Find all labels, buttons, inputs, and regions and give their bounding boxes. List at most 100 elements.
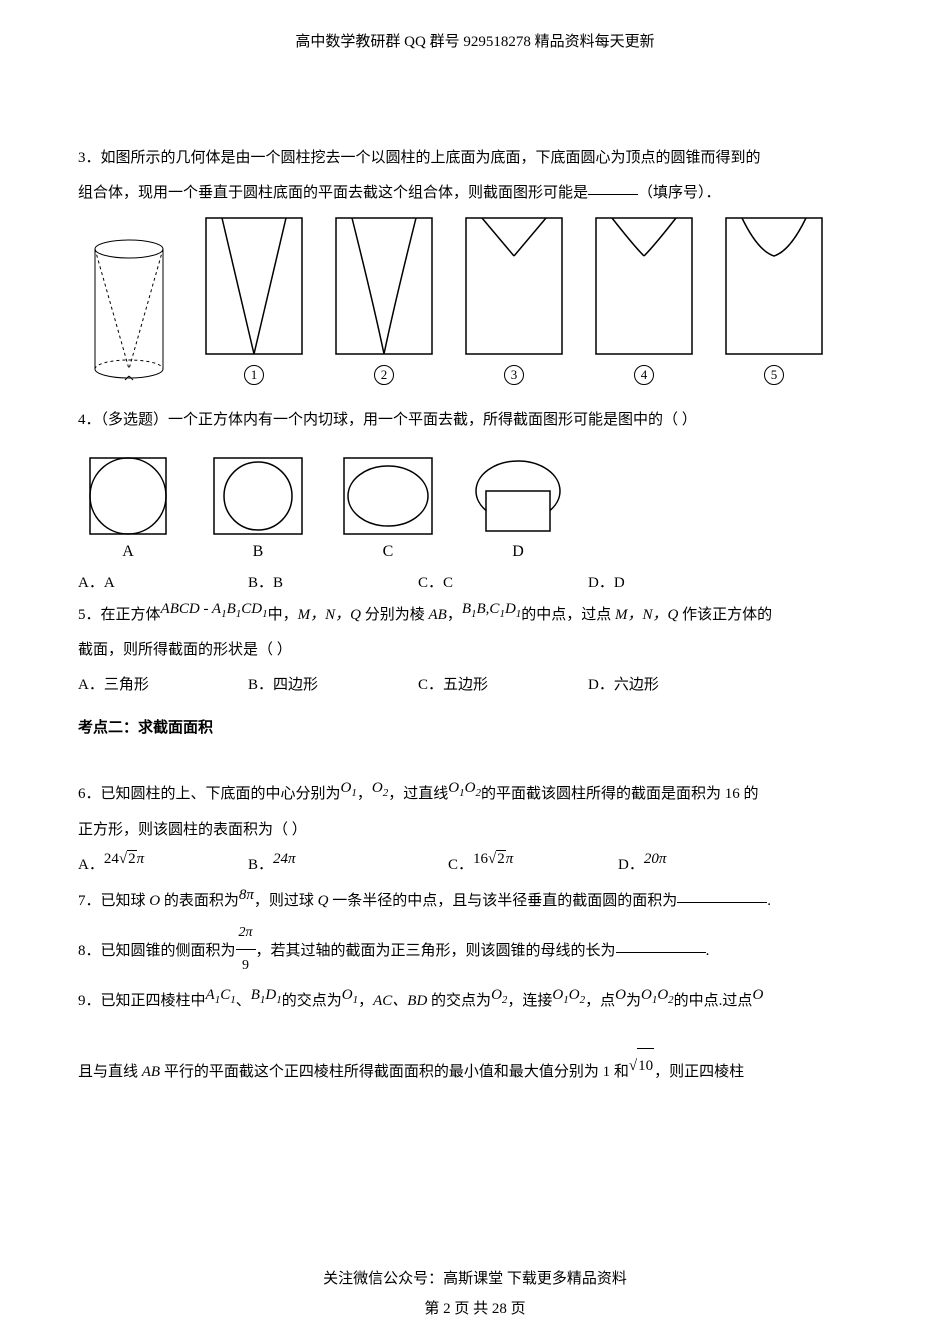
q8-num: 8． (78, 943, 101, 959)
q3-label-2: 2 (374, 365, 394, 385)
q9-mid4: ，连接 (507, 993, 552, 1009)
question-9: 9．已知正四棱柱中A1C1、B1D1的交点为O1，AC、BD 的交点为O2，连接… (78, 984, 872, 1089)
q5-mid5: 作该正方体的 (678, 607, 772, 623)
q4-letter-c: C (338, 543, 438, 561)
q4-opt-d: D．D (588, 571, 625, 592)
q7-mid1: 的表面积为 (160, 893, 239, 909)
q9-o2sub: 2 (502, 994, 508, 1006)
q3-label-4: 4 (634, 365, 654, 385)
q9-l2pre: 且与直线 (78, 1064, 142, 1080)
q6-opt-d: D．20π (618, 853, 666, 874)
q6-sep1: ， (357, 786, 372, 802)
q6-opt-b: B．24π (248, 853, 448, 874)
q6-o2: O (372, 780, 383, 796)
q5-sub3: 1 (262, 608, 268, 620)
q9-d1sub: 1 (276, 994, 282, 1006)
q9-d1: D (265, 987, 276, 1003)
q3-panel-3 (464, 216, 564, 356)
question-6: 6．已知圆柱的上、下底面的中心分别为O1，O2，过直线O1O2的平面截该圆柱所得… (78, 777, 872, 847)
question-8: 8．已知圆锥的侧面积为2π9，若其过轴的截面为正三角形，则该圆锥的母线的长为. (78, 919, 872, 984)
q9-oob2: O (657, 987, 668, 1003)
q3-num: 3． (78, 150, 101, 166)
q4-opt-a: A．A (78, 571, 248, 592)
q6-oo2: O (465, 780, 476, 796)
q9-mid3: 的交点为 (427, 993, 491, 1009)
q9-mid2: ， (358, 993, 373, 1009)
q9-oo2: O (569, 987, 580, 1003)
q6-oo: O (448, 780, 459, 796)
q6-options: A．24√2π B．24π C．16√2π D．20π (78, 853, 872, 874)
q4-panel-b (208, 456, 308, 536)
q9-mid6: 为 (626, 993, 641, 1009)
q6-o1: O (341, 780, 352, 796)
q3-panel-2 (334, 216, 434, 356)
page-header: 高中数学教研群 QQ 群号 929518278 精品资料每天更新 (78, 30, 872, 51)
q7-mid2: ，则过球 (254, 893, 318, 909)
q6-opt-c: C．16√2π (448, 853, 618, 874)
q9-pre: 已知正四棱柱中 (101, 993, 206, 1009)
q8-suffix: . (706, 943, 710, 959)
q9-mid5: ，点 (585, 993, 615, 1009)
q4-text: （多选题）一个正方体内有一个内切球，用一个平面去截，所得截面图形可能是图中的（ … (101, 412, 697, 428)
q7-suffix: . (767, 893, 771, 909)
q4-letter-a: A (78, 543, 178, 561)
q4-letter-b: B (208, 543, 308, 561)
q5-cube: ABCD - A (161, 601, 222, 617)
q9-mid1: 的交点为 (282, 993, 342, 1009)
question-4: 4．（多选题）一个正方体内有一个内切球，用一个平面去截，所得截面图形可能是图中的… (78, 403, 872, 438)
q4-opt-c: C．C (418, 571, 588, 592)
q7-o: O (149, 893, 160, 909)
q7-pre: 已知球 (101, 893, 150, 909)
question-3: 3．如图所示的几何体是由一个圆柱挖去一个以圆柱的上底面为底面，下底面圆心为顶点的… (78, 141, 872, 210)
q9-oo: O (552, 987, 563, 1003)
q9-o1: O (342, 987, 353, 1003)
q7-num: 7． (78, 893, 101, 909)
question-7: 7．已知球 O 的表面积为8π，则过球 Q 一条半径的中点，且与该半径垂直的截面… (78, 884, 872, 919)
q8-mid1: ，若其过轴的截面为正三角形，则该圆锥的母线的长为 (256, 943, 616, 959)
q9-ac: A (206, 987, 215, 1003)
q5-pre: 在正方体 (101, 607, 161, 623)
q5-cube2: B (227, 601, 236, 617)
footer-line2: 第 2 页 共 28 页 (0, 1294, 950, 1324)
q4-letter-d: D (468, 543, 568, 561)
q3-figure-row: 1 2 3 4 (84, 216, 872, 385)
q3-label-5: 5 (764, 365, 784, 385)
q3-label-3: 3 (504, 365, 524, 385)
q5-ab: AB (428, 607, 446, 623)
q3-panel-1 (204, 216, 304, 356)
q9-rad: 10 (637, 1048, 654, 1084)
q3-panel-5 (724, 216, 824, 356)
q7-area: 8π (239, 887, 254, 903)
q5-mid4: 的中点，过点 (521, 607, 615, 623)
page-footer: 关注微信公众号：高斯课堂 下载更多精品资料 第 2 页 共 28 页 (0, 1264, 950, 1324)
q4-num: 4． (78, 412, 101, 428)
q9-o1sub: 1 (353, 994, 359, 1006)
q5-mid2: 分别为棱 (361, 607, 429, 623)
q5-mid3: ， (447, 607, 462, 623)
q9-c1: C (220, 987, 230, 1003)
q9-oosub2: 2 (580, 994, 586, 1006)
q6-o2-sub: 2 (383, 787, 389, 799)
q6-num: 6． (78, 786, 101, 802)
section-2-title: 考点二：求截面面积 (78, 716, 872, 737)
q9-oob: O (641, 987, 652, 1003)
q3-suffix: （填序号）． (638, 185, 721, 201)
q6-line2: 正方形，则该圆柱的表面积为（ ） (78, 822, 307, 838)
question-5: 5．在正方体ABCD - A1B1CD1中，M，N，Q 分别为棱 AB，B1B,… (78, 598, 872, 668)
q6-oosub2: 2 (475, 787, 481, 799)
q5-options: A．三角形 B．四边形 C．五边形 D．六边形 (78, 673, 872, 694)
q4-options: A．A B．B C．C D．D (78, 571, 872, 592)
q4-panel-d (468, 456, 568, 536)
q5-cube3: CD (241, 601, 262, 617)
q5-mid1: 中， (268, 607, 298, 623)
q9-l2mid1: 平行的平面截这个正四棱柱所得截面面积的最小值和最大值分别为 1 和 (160, 1064, 629, 1080)
q5-opt-b: B．四边形 (248, 673, 418, 694)
q5-mnq2: M，N，Q (615, 607, 678, 623)
q9-olast: O (752, 987, 763, 1003)
q9-ab: AB (142, 1064, 160, 1080)
q9-num: 9． (78, 993, 101, 1009)
q5-d1: D (505, 601, 516, 617)
q4-panel-a (78, 456, 178, 536)
q5-line2: 截面，则所得截面的形状是（ ） (78, 642, 292, 658)
q3-line1: 如图所示的几何体是由一个圆柱挖去一个以圆柱的上底面为底面，下底面圆心为顶点的圆锥… (101, 150, 761, 166)
